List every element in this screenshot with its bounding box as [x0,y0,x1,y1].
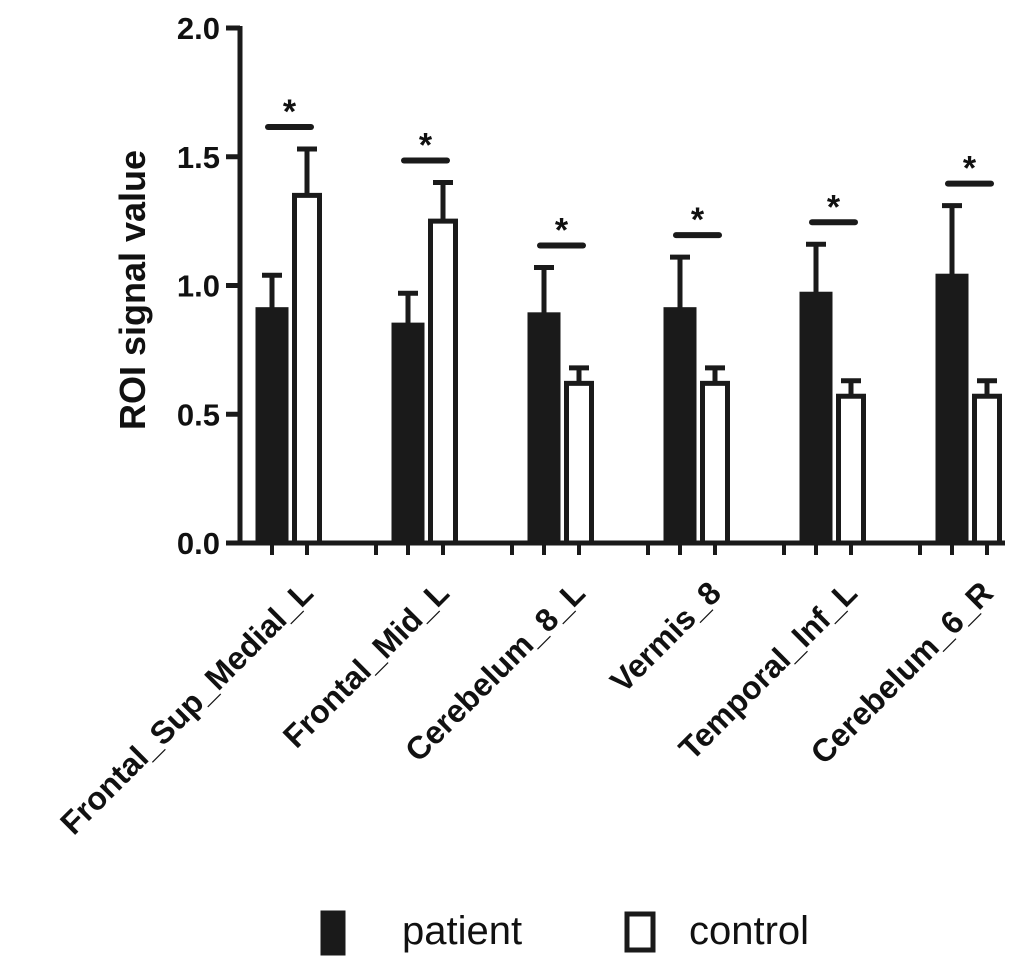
bar-patient [391,322,425,545]
legend-swatch-control [624,911,656,953]
y-tick-label: 1.5 [177,140,220,175]
significance-star: * [555,211,569,249]
x-category-label: Vermis_8 [603,574,728,699]
significance-star: * [419,127,433,165]
bar-patient [255,307,289,545]
y-tick-label: 0.0 [177,526,220,561]
bar-control [292,192,322,546]
y-axis-title: ROI signal value [112,150,153,430]
y-tick-label: 1.0 [177,269,220,304]
legend: patient control [320,909,809,956]
plot-area: 0.00.51.01.52.0*Frontal_Sup_Medial_L*Fro… [53,11,1005,841]
bar-control [428,218,458,546]
significance-star: * [827,188,841,226]
legend-swatch-patient [320,910,346,956]
x-category-label: Frontal_Sup_Medial_L [53,574,320,841]
y-tick-label: 0.5 [177,397,220,432]
legend-label-patient: patient [402,909,522,953]
bar-patient [799,291,833,545]
bar-patient [663,307,697,545]
bar-control [836,393,866,546]
legend-label-control: control [689,909,809,953]
bar-control [564,380,594,546]
significance-star: * [691,201,705,239]
bar-patient [527,312,561,545]
y-tick-label: 2.0 [177,11,220,46]
significance-star: * [283,93,297,131]
bar-control [972,393,1002,546]
bar-patient [935,273,969,545]
significance-star: * [963,150,977,188]
bar-control [700,380,730,546]
